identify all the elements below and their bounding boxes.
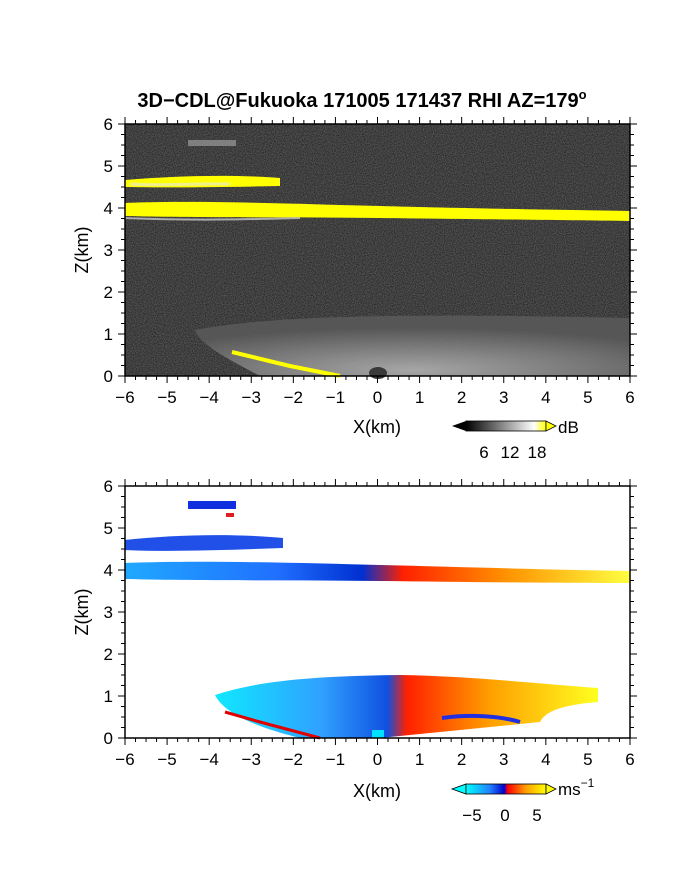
x-tick-label: −2 (284, 388, 303, 407)
y-tick-label: 0 (104, 729, 113, 748)
y-tick-label: 5 (104, 157, 113, 176)
velocity-patch-5-5km (188, 501, 236, 509)
x-tick-label: 3 (499, 750, 508, 769)
x-ticks: −6 −5 −4 −3 −2 −1 0 1 2 3 4 5 6 (115, 479, 635, 769)
x-tick-label: 6 (625, 750, 634, 769)
cloud-layer-4km-fringe (124, 217, 301, 221)
x-tick-label: −4 (199, 388, 218, 407)
colorbar-high-arrow (545, 783, 557, 795)
colorbar-velocity: ms−1 −5 0 5 (450, 776, 595, 825)
x-tick-label: 2 (457, 750, 466, 769)
x-tick-label: −5 (157, 388, 176, 407)
y-tick-label: 4 (104, 199, 113, 218)
colorbar-reflectivity: dB 6 12 18 (452, 418, 579, 462)
ground-edge-echo (231, 350, 341, 378)
colorbar-tick-minus5: −5 (462, 806, 481, 825)
x-tick-label: −1 (326, 750, 345, 769)
y-tick-label: 1 (104, 687, 113, 706)
cloud-layer-4-6km-fringe (129, 182, 231, 187)
x-tick-label: −5 (157, 750, 176, 769)
x-tick-label: 6 (625, 388, 634, 407)
x-ticks: −6 −5 −4 −3 −2 −1 0 1 2 3 4 5 6 (115, 117, 635, 407)
y-tick-label: 2 (104, 645, 113, 664)
x-tick-label: 1 (415, 388, 424, 407)
x-tick-label: −2 (284, 750, 303, 769)
y-tick-label: 6 (104, 115, 113, 134)
colorbar-tick-6: 6 (479, 443, 488, 462)
ground-edge-velocity (224, 710, 321, 740)
y-tick-label: 0 (104, 367, 113, 386)
x-tick-label: −3 (242, 388, 261, 407)
velocity-patch-dot (226, 513, 234, 517)
x-tick-label: 5 (583, 388, 592, 407)
y-tick-label: 6 (104, 477, 113, 496)
colorbar-tick-0: 0 (500, 806, 509, 825)
colorbar-unit: ms−1 (558, 776, 595, 799)
x-tick-label: −3 (242, 750, 261, 769)
x-tick-label: 2 (457, 388, 466, 407)
negative-streak (441, 713, 521, 724)
boundary-layer-echo (195, 315, 630, 376)
colorbar-unit: dB (558, 418, 579, 437)
x-tick-label: 5 (583, 750, 592, 769)
y-ticks: 0 1 2 3 4 5 6 (104, 477, 637, 748)
velocity-layer-4km (125, 561, 630, 583)
x-tick-label: 4 (541, 388, 550, 407)
x-tick-label: −6 (115, 750, 134, 769)
x-tick-label: 0 (373, 388, 382, 407)
colorbar-tick-18: 18 (528, 443, 547, 462)
y-tick-label: 3 (104, 603, 113, 622)
weak-echo-5-5km (188, 140, 236, 146)
x-axis-label: X(km) (353, 417, 401, 437)
chart-title: 3D−CDL@Fukuoka 171005 171437 RHI AZ=179o (137, 87, 586, 112)
y-axis-label: Z(km) (72, 227, 92, 274)
x-tick-label: 4 (541, 750, 550, 769)
x-tick-label: 0 (373, 750, 382, 769)
y-tick-label: 5 (104, 519, 113, 538)
near-radar-patch (372, 730, 384, 738)
x-tick-label: −6 (115, 388, 134, 407)
x-tick-label: −1 (326, 388, 345, 407)
y-ticks: 0 1 2 3 4 5 6 (104, 115, 637, 386)
y-axis-label: Z(km) (72, 589, 92, 636)
colorbar-scale (465, 420, 547, 432)
colorbar-low-arrow (450, 783, 467, 795)
colorbar-scale (465, 783, 547, 795)
velocity-layer-4-6km (125, 535, 283, 551)
cloud-layer-4km (125, 201, 630, 221)
colorbar-high-arrow (545, 420, 557, 432)
colorbar-tick-5: 5 (532, 806, 541, 825)
x-axis-label: X(km) (353, 781, 401, 801)
colorbar-low-arrow (452, 421, 466, 431)
y-tick-label: 3 (104, 241, 113, 260)
y-tick-label: 1 (104, 325, 113, 344)
x-tick-label: 3 (499, 388, 508, 407)
colorbar-tick-12: 12 (501, 443, 520, 462)
y-tick-label: 4 (104, 561, 113, 580)
y-tick-label: 2 (104, 283, 113, 302)
x-tick-label: −4 (199, 750, 218, 769)
x-tick-label: 1 (415, 750, 424, 769)
boundary-layer-velocity (215, 675, 598, 738)
